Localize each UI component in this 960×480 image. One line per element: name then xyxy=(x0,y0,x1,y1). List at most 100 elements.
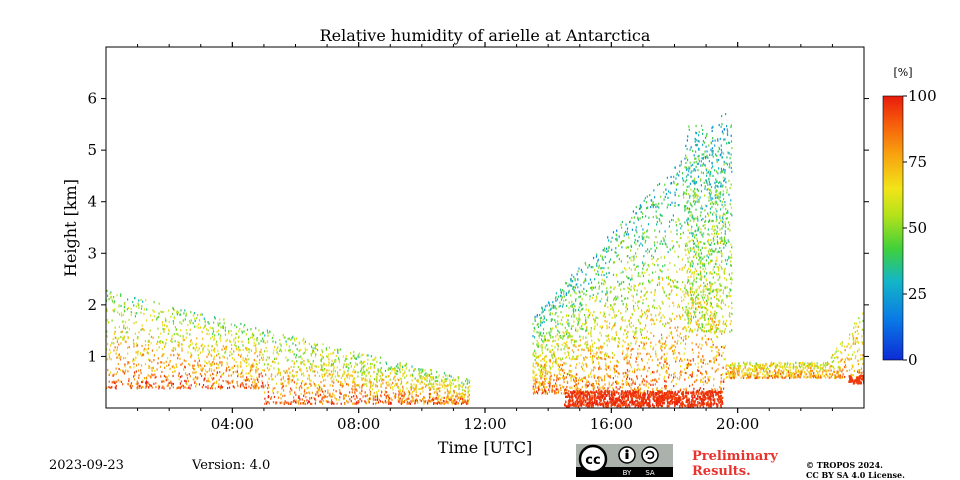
heatmap-cell xyxy=(433,382,435,385)
heatmap-cell xyxy=(583,292,585,295)
heatmap-cell xyxy=(401,400,403,403)
heatmap-cell xyxy=(464,399,466,402)
heatmap-cell xyxy=(313,370,316,373)
heatmap-cell xyxy=(186,377,189,380)
heatmap-cell xyxy=(577,323,579,326)
heatmap-cell xyxy=(328,369,330,372)
heatmap-cell xyxy=(458,383,460,387)
heatmap-cell xyxy=(627,373,629,376)
heatmap-cell xyxy=(393,368,395,371)
heatmap-cell xyxy=(555,388,558,391)
heatmap-cell xyxy=(626,335,629,338)
heatmap-cell xyxy=(433,385,435,388)
heatmap-cell xyxy=(606,320,608,323)
heatmap-cell xyxy=(725,113,727,116)
heatmap-cell xyxy=(697,366,699,369)
heatmap-cell xyxy=(630,386,632,390)
heatmap-cell xyxy=(672,245,675,248)
heatmap-cell xyxy=(469,379,471,382)
heatmap-cell xyxy=(384,369,387,372)
heatmap-cell xyxy=(677,218,679,221)
heatmap-cell xyxy=(229,354,231,357)
heatmap-cell xyxy=(666,245,668,249)
heatmap-cell xyxy=(297,365,299,369)
heatmap-cell xyxy=(723,358,725,361)
heatmap-cell xyxy=(591,384,593,387)
heatmap-cell xyxy=(589,278,591,281)
heatmap-cell xyxy=(692,190,694,193)
heatmap-cell xyxy=(564,345,566,348)
heatmap-cell xyxy=(233,364,236,368)
heatmap-cell xyxy=(389,378,391,381)
heatmap-cell xyxy=(365,377,367,380)
heatmap-cell xyxy=(179,375,181,379)
heatmap-cell xyxy=(360,392,362,396)
heatmap-cell xyxy=(562,303,564,306)
heatmap-cell xyxy=(241,369,244,372)
heatmap-cell xyxy=(697,162,699,165)
heatmap-cell xyxy=(663,198,665,201)
heatmap-cell xyxy=(353,351,355,354)
heatmap-cell xyxy=(122,371,124,374)
heatmap-cell xyxy=(301,386,303,389)
heatmap-cell xyxy=(160,310,162,313)
heatmap-cell xyxy=(716,158,718,161)
heatmap-cell xyxy=(721,115,723,118)
heatmap-cell xyxy=(539,369,541,372)
heatmap-cell xyxy=(630,326,632,329)
heatmap-cell xyxy=(585,383,587,386)
heatmap-cell xyxy=(551,318,553,321)
heatmap-cell xyxy=(593,374,595,377)
heatmap-cell xyxy=(690,164,692,167)
heatmap-cell xyxy=(722,351,724,355)
heatmap-cell xyxy=(225,350,227,353)
heatmap-cell xyxy=(642,267,644,270)
heatmap-cell xyxy=(116,349,118,352)
heatmap-cell xyxy=(300,370,302,373)
heatmap-cell xyxy=(642,378,644,381)
heatmap-cell xyxy=(618,283,621,286)
heatmap-cell xyxy=(659,242,661,245)
heatmap-cell xyxy=(246,365,248,368)
heatmap-cell xyxy=(662,286,664,289)
heatmap-cell xyxy=(176,313,178,316)
heatmap-cell xyxy=(464,389,466,392)
heatmap-cell xyxy=(312,349,314,352)
heatmap-cell xyxy=(145,299,147,302)
heatmap-cell xyxy=(643,294,645,297)
heatmap-cell xyxy=(673,285,676,288)
heatmap-cell xyxy=(315,399,317,402)
heatmap-cell xyxy=(367,358,369,361)
heatmap-cell xyxy=(696,188,698,191)
heatmap-cell xyxy=(354,383,356,386)
heatmap-cell xyxy=(666,336,668,339)
heatmap-cell xyxy=(228,386,231,389)
heatmap-cell xyxy=(162,341,164,344)
heatmap-cell xyxy=(653,319,655,323)
heatmap-cell xyxy=(219,385,221,389)
heatmap-cell xyxy=(536,364,539,367)
heatmap-cell xyxy=(568,334,570,337)
heatmap-cell xyxy=(571,386,573,389)
heatmap-cell xyxy=(246,358,248,361)
heatmap-cell xyxy=(166,384,168,387)
heatmap-cell xyxy=(556,379,558,382)
heatmap-cell xyxy=(561,385,563,388)
heatmap-cell xyxy=(585,273,587,276)
heatmap-cell xyxy=(614,370,616,373)
heatmap-cell xyxy=(663,364,665,367)
heatmap-cell xyxy=(677,306,679,309)
heatmap-cell xyxy=(590,370,592,374)
heatmap-cell xyxy=(212,327,214,330)
heatmap-cell xyxy=(652,271,654,274)
heatmap-cell xyxy=(676,233,678,236)
heatmap-cell xyxy=(604,387,606,390)
heatmap-cell xyxy=(559,304,561,307)
heatmap-cell xyxy=(568,291,570,294)
heatmap-cell xyxy=(707,228,709,231)
heatmap-cell xyxy=(301,357,303,360)
heatmap-cell xyxy=(534,385,536,388)
heatmap-cell xyxy=(207,329,209,332)
heatmap-cell xyxy=(300,385,302,388)
heatmap-cell xyxy=(284,400,286,403)
